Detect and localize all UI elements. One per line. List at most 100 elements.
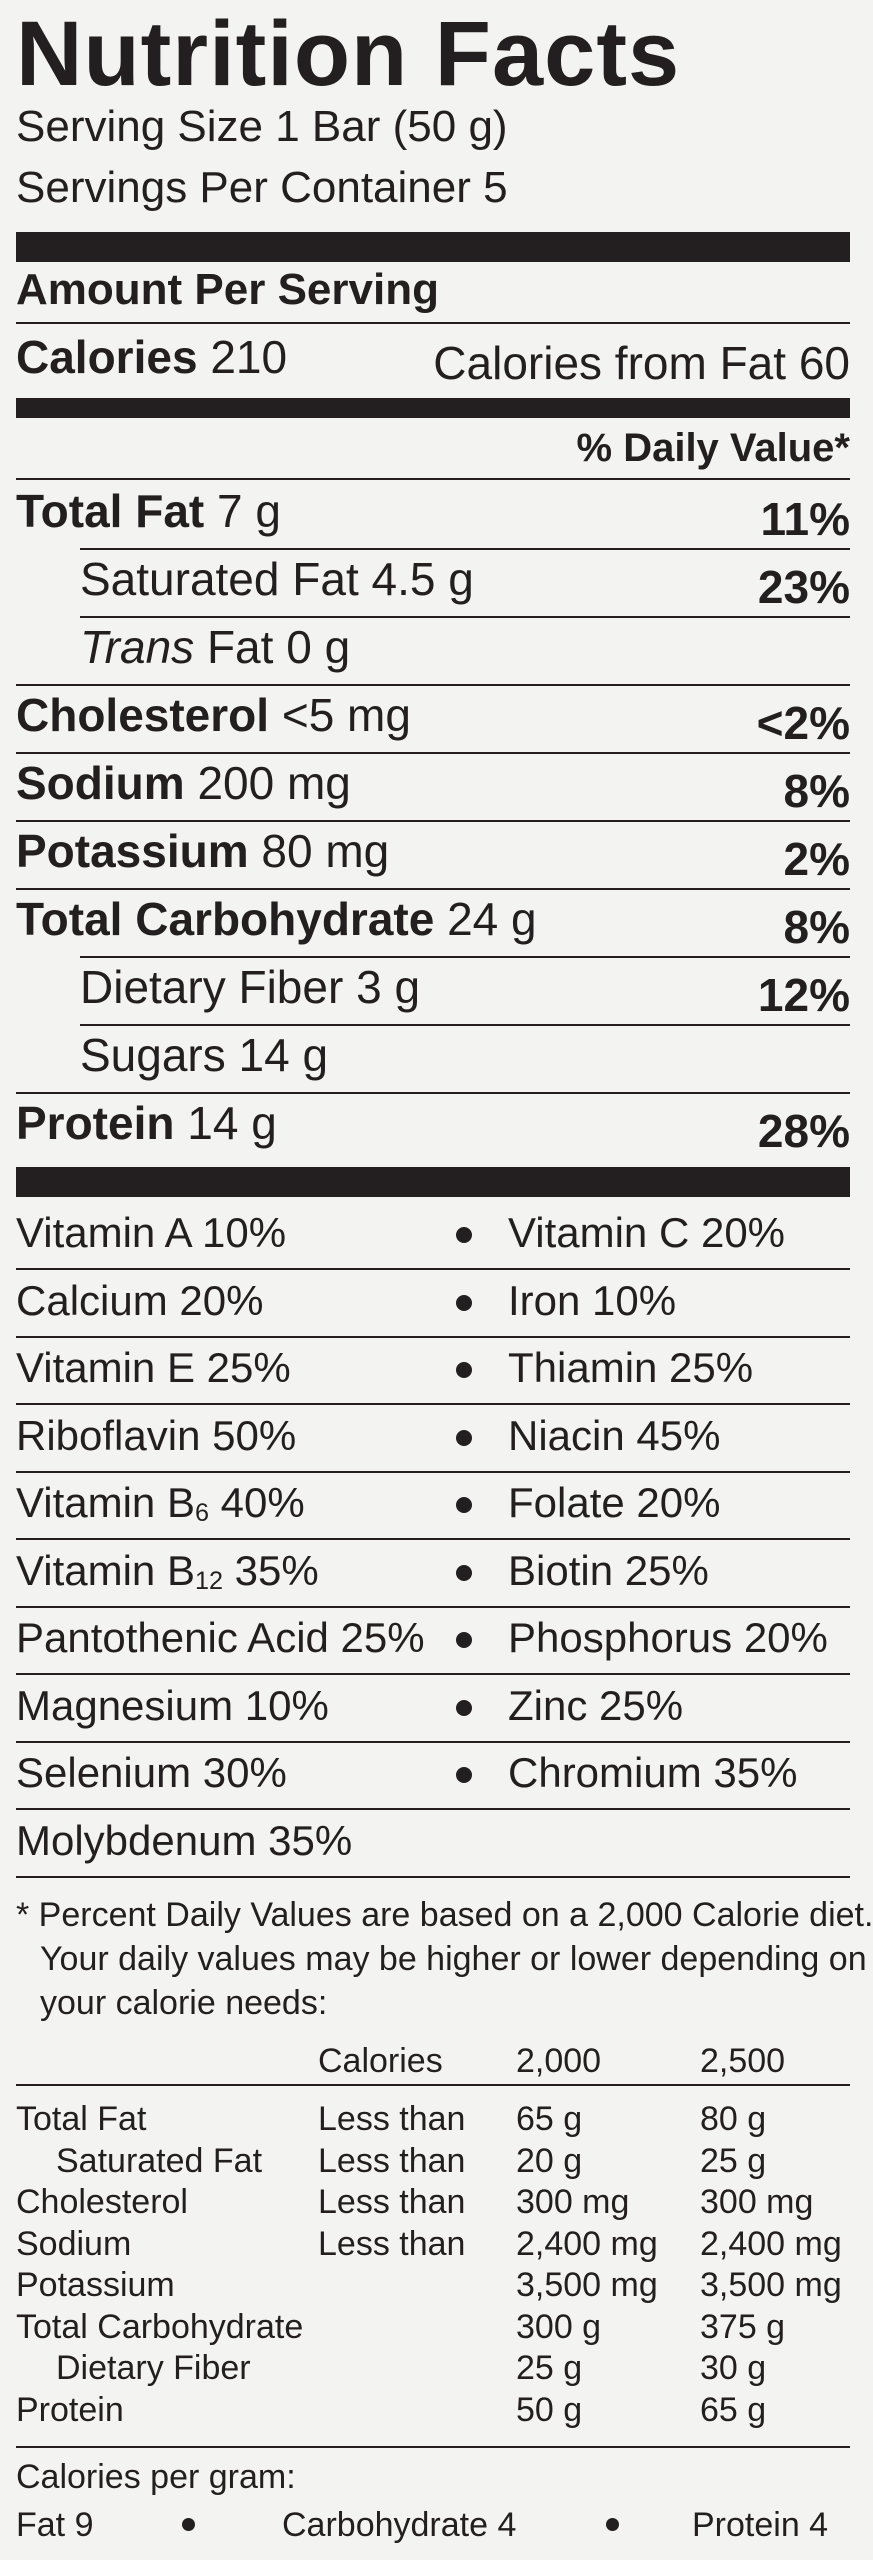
ref-cell: Dietary Fiber (56, 2349, 251, 2387)
ref-cell: 3,500 mg (516, 2266, 658, 2304)
nutrient-amount: 200 mg (197, 757, 351, 809)
vitamin-value: 40% (209, 1479, 305, 1526)
vitamin-name: Vitamin B (16, 1479, 195, 1526)
cpg-carbohydrate: Carbohydrate 4 (282, 2506, 517, 2544)
divider (16, 2446, 850, 2448)
ref-cell: Less than (318, 2141, 466, 2180)
nutrient-label: Fat (206, 621, 274, 673)
nutrient-amount: 3 g (356, 961, 421, 1013)
ref-cell: Less than (318, 2183, 466, 2221)
nutrient-daily-value: 28% (757, 1105, 850, 1157)
vitamin-subscript: 12 (194, 1566, 224, 1595)
ref-cell: 65 g (700, 2390, 767, 2429)
divider (16, 322, 850, 324)
ref-cell: Total Fat (16, 2100, 147, 2138)
calories-value: 210 (210, 331, 288, 383)
vitamin-left: Pantothenic Acid 25% (16, 1614, 425, 1661)
cpg-fat: Fat 9 (16, 2506, 94, 2544)
vitamin-value: 35% (223, 1546, 319, 1594)
nutrient-amount: 24 g (447, 893, 537, 945)
vitamin-left: Vitamin A 10% (16, 1209, 287, 1256)
bullet-dot (456, 1362, 472, 1378)
bullet-dot (456, 1497, 472, 1513)
divider (80, 1024, 850, 1026)
vitamin-left: Calcium 20% (16, 1276, 264, 1324)
vitamin-left: Selenium 30% (16, 1749, 287, 1796)
vitamin-right: Zinc 25% (508, 1681, 684, 1729)
vitamin-left: Vitamin B12 35% (16, 1546, 319, 1595)
nutrient-daily-value: 11% (760, 493, 850, 545)
nutrient-amount: 7 g (217, 485, 281, 537)
nutrient-row: Sugars 14 g (80, 1032, 328, 1078)
nutrient-amount: 4.5 g (371, 553, 474, 605)
label-title: Nutrition Facts (16, 3, 681, 105)
nutrient-row: Saturated Fat 4.5 g (80, 556, 474, 602)
nutrient-row: Protein 14 g (16, 1100, 277, 1146)
divider (16, 1403, 850, 1405)
ref-cell: Less than (318, 2100, 466, 2138)
vitamin-right: Vitamin C 20% (508, 1209, 786, 1256)
ref-cell: 65 g (516, 2100, 583, 2138)
divider (16, 684, 850, 686)
nutrient-daily-value: 8% (783, 765, 850, 817)
nutrient-label: Dietary Fiber (80, 961, 344, 1013)
nutrient-label: Cholesterol (16, 689, 270, 741)
medium-bar (16, 398, 850, 418)
ref-cell: 30 g (700, 2349, 767, 2387)
nutrient-row: Potassium 80 mg (16, 828, 389, 874)
bullet-dot (456, 1632, 472, 1648)
divider (16, 888, 850, 890)
servings-per-container: Servings Per Container 5 (16, 163, 508, 212)
nutrient-label: Protein (16, 1097, 175, 1149)
vitamin-right: Chromium 35% (508, 1749, 798, 1796)
ref-cell: 2,400 mg (516, 2224, 658, 2263)
bullet-dot (456, 1564, 472, 1581)
ref-cell: 20 g (516, 2141, 583, 2180)
calories-label: Calories (16, 331, 198, 383)
divider (16, 1808, 850, 1810)
divider (16, 752, 850, 754)
divider (16, 1335, 850, 1338)
divider (16, 1875, 850, 1878)
vitamin-left: Riboflavin 50% (16, 1411, 297, 1459)
footnote-line-2: Your daily values may be higher or lower… (40, 1940, 867, 1978)
ref-cell: Potassium (16, 2266, 175, 2304)
ref-cell: 375 g (700, 2307, 786, 2346)
ref-cell: 300 mg (700, 2183, 814, 2221)
ref-cell: Saturated Fat (56, 2141, 263, 2180)
divider (80, 616, 850, 618)
nutrient-daily-value: 8% (783, 901, 850, 953)
divider (80, 548, 850, 550)
nutrient-row: Total Carbohydrate 24 g (16, 896, 537, 942)
ref-cell: Protein (16, 2390, 124, 2429)
nutrient-row: Trans Fat 0 g (80, 624, 350, 670)
nutrient-daily-value: 12% (757, 969, 850, 1021)
thick-bar-vitamins (16, 1167, 850, 1197)
divider (80, 956, 850, 958)
nutrient-amount: 0 g (286, 621, 351, 673)
nutrient-amount: 80 mg (261, 825, 390, 877)
nutrient-label: Total Fat (16, 485, 205, 537)
vitamin-right: Niacin 45% (508, 1411, 721, 1459)
nutrient-row: Total Fat 7 g (16, 488, 281, 534)
vitamin-left: Magnesium 10% (16, 1681, 329, 1729)
nutrient-daily-value: <2% (756, 697, 850, 749)
vitamin-left: Vitamin E 25% (16, 1344, 291, 1391)
nutrient-label: Sodium (16, 757, 185, 809)
vitamin-left: Molybdenum 35% (16, 1816, 353, 1864)
ref-header-cell: 2,500 (700, 2042, 786, 2080)
cpg-protein: Protein 4 (692, 2506, 829, 2544)
ref-cell: Total Carbohydrate (16, 2307, 304, 2346)
nutrient-label: Potassium (16, 825, 249, 877)
vitamin-left: Vitamin B6 40% (16, 1482, 305, 1526)
nutrient-label: Saturated Fat (80, 553, 359, 605)
ref-cell: 2,400 mg (700, 2224, 842, 2263)
bullet-dot (182, 2518, 195, 2531)
divider (16, 1092, 850, 1094)
daily-value-header: % Daily Value* (576, 426, 850, 470)
divider (16, 1470, 850, 1473)
footnote-line-1: * Percent Daily Values are based on a 2,… (16, 1896, 873, 1934)
ref-cell: Cholesterol (16, 2183, 188, 2221)
ref-cell: 50 g (516, 2390, 583, 2429)
vitamin-name: Vitamin B (16, 1546, 195, 1594)
